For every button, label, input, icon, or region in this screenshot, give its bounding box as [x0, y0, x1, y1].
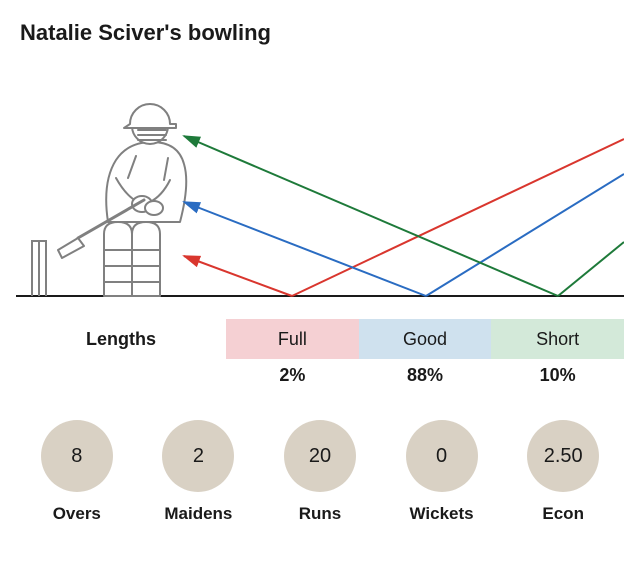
stat-runs-value: 20: [284, 420, 356, 492]
stats-row: 8 Overs 2 Maidens 20 Runs 0 Wickets 2.50…: [16, 420, 624, 524]
stat-wickets: 0 Wickets: [387, 420, 497, 524]
length-cell-short: Short: [491, 319, 624, 359]
lengths-row: Lengths Full Good Short: [16, 319, 624, 359]
pct-full: 2%: [226, 365, 359, 386]
stat-overs-label: Overs: [53, 504, 101, 524]
stat-econ-value: 2.50: [527, 420, 599, 492]
pitch-diagram-container: [16, 64, 624, 319]
pct-row: 2% 88% 10%: [16, 365, 624, 386]
length-cell-good: Good: [359, 319, 492, 359]
pct-short: 10%: [491, 365, 624, 386]
stat-wickets-value: 0: [406, 420, 478, 492]
stat-maidens-value: 2: [162, 420, 234, 492]
page-title: Natalie Sciver's bowling: [20, 20, 624, 46]
stat-overs-value: 8: [41, 420, 113, 492]
stat-runs-label: Runs: [299, 504, 342, 524]
pct-good: 88%: [359, 365, 492, 386]
stat-wickets-label: Wickets: [410, 504, 474, 524]
stat-runs: 20 Runs: [265, 420, 375, 524]
stat-maidens-label: Maidens: [164, 504, 232, 524]
stat-econ: 2.50 Econ: [508, 420, 618, 524]
pitch-diagram: [16, 64, 624, 319]
stat-overs: 8 Overs: [22, 420, 132, 524]
lengths-label: Lengths: [16, 319, 226, 359]
stat-maidens: 2 Maidens: [143, 420, 253, 524]
length-cell-full: Full: [226, 319, 359, 359]
stat-econ-label: Econ: [542, 504, 584, 524]
